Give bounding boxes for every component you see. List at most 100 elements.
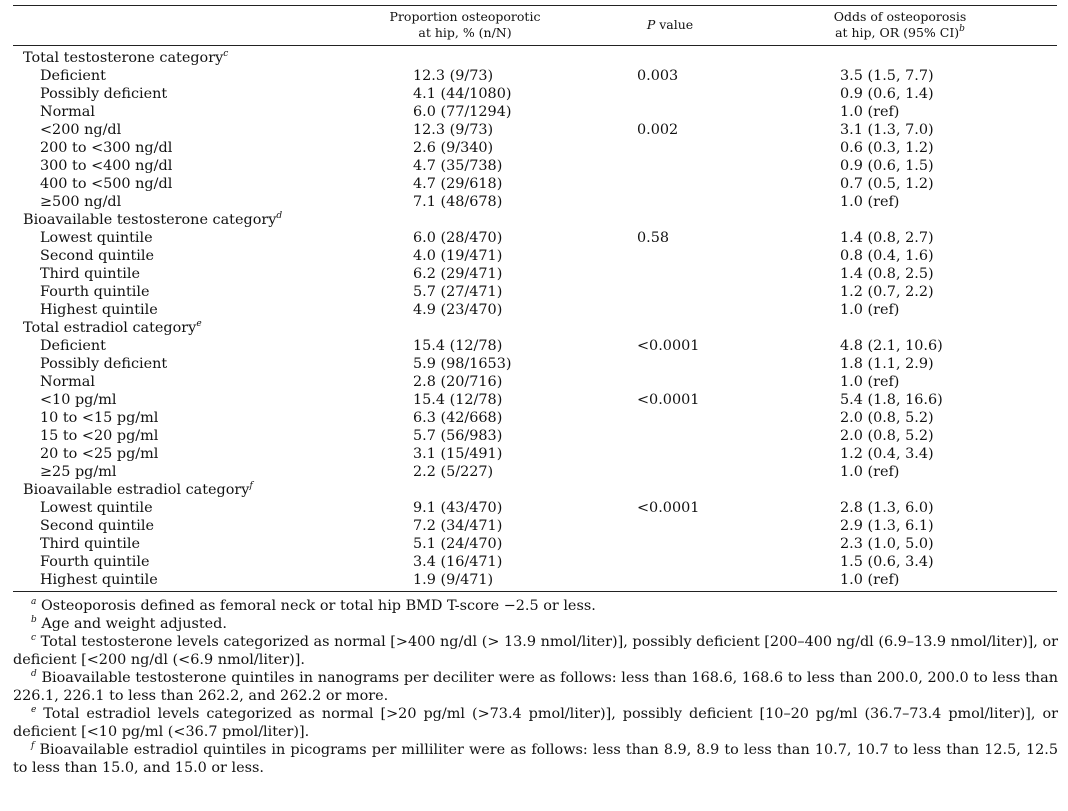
proportion-cell: 5.9 (98/1653) — [413, 356, 512, 372]
header-proportion-line2: at hip, % (n/N) — [418, 25, 512, 40]
odds-ratio-cell: 1.5 (0.6, 3.4) — [840, 554, 934, 570]
row-label: Lowest quintile — [40, 499, 153, 517]
row-label-text: Fourth quintile — [40, 284, 150, 300]
footnote-marker: d — [276, 211, 283, 221]
odds-ratio-cell: 1.0 (ref) — [840, 464, 900, 480]
row-label: ≥500 ng/dl — [40, 193, 121, 211]
table-row: 10 to <15 pg/ml 6.3 (42/668) 2.0 (0.8, 5.2… — [0, 409, 1068, 427]
p-value-cell: <0.0001 — [637, 392, 700, 408]
footnote-mark: f — [31, 741, 35, 751]
footnote: b Age and weight adjusted. — [13, 615, 1058, 633]
row-label-text: 15 to <20 pg/ml — [40, 428, 159, 444]
table-row: Possibly deficient 5.9 (98/1653) 1.8 (1.1,… — [0, 355, 1068, 373]
row-label-text: Normal — [40, 374, 95, 390]
proportion-cell: 6.3 (42/668) — [413, 410, 503, 426]
row-label: Deficient — [40, 67, 106, 85]
proportion-cell: 3.4 (16/471) — [413, 554, 503, 570]
table-row: Second quintile 4.0 (19/471) 0.8 (0.4, 1.6… — [0, 247, 1068, 265]
header-odds-line2: at hip, OR (95% CI)b — [790, 25, 1010, 41]
proportion-cell: 15.4 (12/78) — [413, 392, 503, 408]
table-row: <10 pg/ml 15.4 (12/78) <0.0001 5.4 (1.8, 16… — [0, 391, 1068, 409]
proportion-cell: 9.1 (43/470) — [413, 500, 503, 516]
row-label: Normal — [40, 373, 95, 391]
row-label: 400 to <500 ng/dl — [40, 175, 172, 193]
proportion-cell: 3.1 (15/491) — [413, 446, 503, 462]
p-value-cell: 0.002 — [637, 122, 679, 138]
odds-ratio-cell: 1.0 (ref) — [840, 374, 900, 390]
proportion-cell: 6.0 (77/1294) — [413, 104, 512, 120]
footnote: c Total testosterone levels categorized … — [13, 633, 1058, 669]
proportion-cell: 5.7 (27/471) — [413, 284, 503, 300]
table-row: 15 to <20 pg/ml 5.7 (56/983) 2.0 (0.8, 5.2… — [0, 427, 1068, 445]
proportion-cell: 6.0 (28/470) — [413, 230, 503, 246]
table-bottom-rule — [13, 591, 1057, 592]
odds-ratio-cell: 1.0 (ref) — [840, 572, 900, 588]
header-bottom-rule — [13, 45, 1057, 46]
odds-ratio-cell: 0.7 (0.5, 1.2) — [840, 176, 934, 192]
header-proportion-line1: Proportion osteoporotic — [389, 9, 541, 24]
odds-ratio-cell: 2.0 (0.8, 5.2) — [840, 428, 934, 444]
row-label-text: ≥25 pg/ml — [40, 464, 117, 480]
row-label: Normal — [40, 103, 95, 121]
table-row: Third quintile 6.2 (29/471) 1.4 (0.8, 2.5) — [0, 265, 1068, 283]
odds-ratio-cell: 2.8 (1.3, 6.0) — [840, 500, 934, 516]
odds-ratio-cell: 1.0 (ref) — [840, 104, 900, 120]
category-row: Bioavailable estradiol categoryf — [0, 481, 1068, 499]
odds-ratio-cell: 2.3 (1.0, 5.0) — [840, 536, 934, 552]
footnote: e Total estradiol levels categorized as … — [13, 705, 1058, 741]
row-label-text: <200 ng/dl — [40, 122, 122, 138]
row-label: Third quintile — [40, 265, 140, 283]
footnote-marker: f — [249, 481, 253, 491]
proportion-cell: 2.8 (20/716) — [413, 374, 503, 390]
row-label-text: Deficient — [40, 338, 106, 354]
header-odds-line2-text: at hip, OR (95% CI) — [835, 25, 960, 40]
row-label-text: Second quintile — [40, 248, 155, 264]
proportion-cell: 6.2 (29/471) — [413, 266, 503, 282]
footnote-text: Bioavailable testosterone quintiles in n… — [13, 670, 1058, 704]
proportion-cell: 7.2 (34/471) — [413, 518, 503, 534]
proportion-cell: 2.2 (5/227) — [413, 464, 494, 480]
row-label-text: 10 to <15 pg/ml — [40, 410, 159, 426]
p-value-cell: <0.0001 — [637, 338, 700, 354]
row-label: 10 to <15 pg/ml — [40, 409, 158, 427]
proportion-cell: 7.1 (48/678) — [413, 194, 503, 210]
footnote-text: Age and weight adjusted. — [36, 616, 227, 632]
odds-ratio-cell: 3.5 (1.5, 7.7) — [840, 68, 934, 84]
header-p-rest: value — [655, 17, 694, 32]
category-row: Total testosterone categoryc — [0, 49, 1068, 67]
row-label-text: Third quintile — [40, 266, 140, 282]
odds-ratio-cell: 1.2 (0.4, 3.4) — [840, 446, 934, 462]
footnote-text: Total estradiol levels categorized as no… — [13, 706, 1058, 740]
table-row: 300 to <400 ng/dl 4.7 (35/738) 0.9 (0.6, 1… — [0, 157, 1068, 175]
proportion-cell: 12.3 (9/73) — [413, 68, 494, 84]
table-row: Lowest quintile 6.0 (28/470) 0.58 1.4 (0.8,… — [0, 229, 1068, 247]
row-label: Fourth quintile — [40, 553, 150, 571]
proportion-cell: 5.1 (24/470) — [413, 536, 503, 552]
proportion-cell: 1.9 (9/471) — [413, 572, 494, 588]
row-label-text: Bioavailable testosterone category — [23, 212, 277, 228]
header-proportion: Proportion osteoporotic at hip, % (n/N) — [360, 9, 570, 41]
odds-ratio-cell: 0.9 (0.6, 1.4) — [840, 86, 934, 102]
row-label-text: Third quintile — [40, 536, 140, 552]
row-label-text: 300 to <400 ng/dl — [40, 158, 173, 174]
row-label: Possibly deficient — [40, 85, 167, 103]
row-label-text: ≥500 ng/dl — [40, 194, 122, 210]
category-row: Bioavailable testosterone categoryd — [0, 211, 1068, 229]
odds-ratio-cell: 4.8 (2.1, 10.6) — [840, 338, 943, 354]
odds-ratio-cell: 1.0 (ref) — [840, 194, 900, 210]
row-label: Deficient — [40, 337, 106, 355]
category-label: Total testosterone categoryc — [23, 49, 228, 67]
footnote-mark: e — [31, 705, 37, 715]
table-row: Normal 2.8 (20/716) 1.0 (ref) — [0, 373, 1068, 391]
p-value-cell: 0.003 — [637, 68, 679, 84]
odds-ratio-cell: 1.2 (0.7, 2.2) — [840, 284, 934, 300]
row-label-text: Lowest quintile — [40, 500, 153, 516]
row-label: Possibly deficient — [40, 355, 167, 373]
table-row: Possibly deficient 4.1 (44/1080) 0.9 (0.6,… — [0, 85, 1068, 103]
row-label: Highest quintile — [40, 301, 158, 319]
row-label: <200 ng/dl — [40, 121, 121, 139]
row-label: Lowest quintile — [40, 229, 153, 247]
row-label-text: 400 to <500 ng/dl — [40, 176, 173, 192]
proportion-cell: 5.7 (56/983) — [413, 428, 503, 444]
row-label: 15 to <20 pg/ml — [40, 427, 158, 445]
